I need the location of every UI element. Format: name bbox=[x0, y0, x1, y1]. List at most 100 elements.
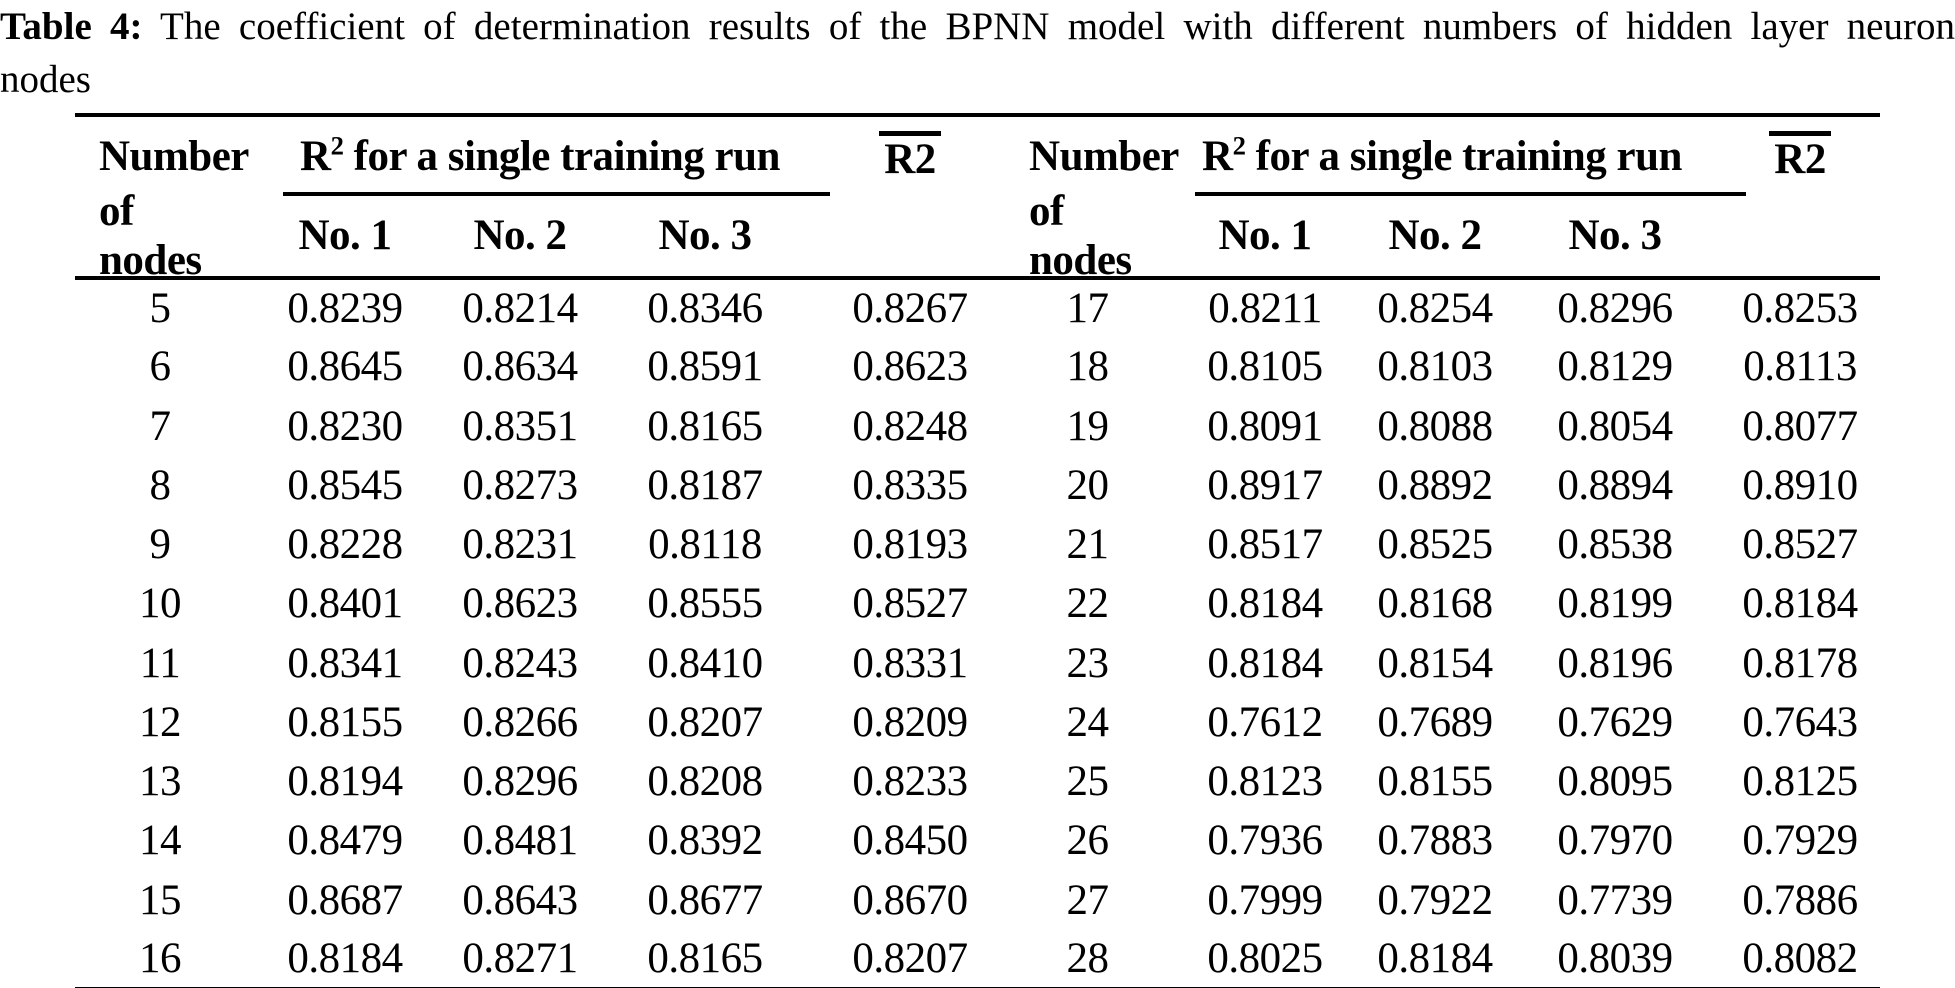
r2-run-value-cell: 0.8351 bbox=[462, 402, 578, 450]
node-count-cell: 9 bbox=[149, 521, 172, 569]
r2-run-value-cell: 0.8095 bbox=[1557, 758, 1673, 806]
node-count-cell: 24 bbox=[1066, 698, 1110, 746]
r2-run-value-cell: 0.8184 bbox=[287, 934, 403, 982]
r2-run-value-cell: 0.8194 bbox=[287, 758, 403, 806]
table-row: 6 0.8645 0.8634 0.8591 0.8623 18 0.8105 0.8103 0… bbox=[75, 337, 1880, 396]
table-row: 13 0.8194 0.8296 0.8208 0.8233 25 0.8123 0.8155… bbox=[75, 752, 1880, 811]
r2-mean-value-cell: 0.8335 bbox=[852, 461, 968, 509]
r2-run-value-cell: 0.8894 bbox=[1557, 461, 1673, 509]
r2-mean-value-cell: 0.8207 bbox=[852, 934, 968, 982]
r2-run-value-cell: 0.8254 bbox=[1377, 285, 1493, 333]
r2-run-value-cell: 0.8184 bbox=[1377, 934, 1493, 982]
r2-run-value-cell: 0.8165 bbox=[647, 934, 763, 982]
node-count-cell: 14 bbox=[139, 817, 182, 865]
r2-run-value-cell: 0.7629 bbox=[1557, 698, 1673, 746]
r2-mean-value-cell: 0.8248 bbox=[852, 402, 968, 450]
r2-run-value-cell: 0.7883 bbox=[1377, 817, 1493, 865]
node-count-cell: 15 bbox=[139, 876, 182, 924]
r2-run-value-cell: 0.8645 bbox=[287, 343, 403, 391]
table-body: 5 0.8239 0.8214 0.8346 0.8267 17 0.8211 0.8254 0… bbox=[75, 278, 1880, 988]
r2-run-value-cell: 0.8054 bbox=[1557, 402, 1673, 450]
node-count-cell: 17 bbox=[1066, 285, 1110, 333]
header-number-of-nodes-right-line2: of nodes bbox=[1029, 188, 1132, 284]
header-run-no-2-right: No. 2 bbox=[1360, 195, 1511, 281]
r2-run-value-cell: 0.8105 bbox=[1207, 343, 1323, 391]
r2-run-value-cell: 0.8165 bbox=[647, 402, 763, 450]
r2-run-value-cell: 0.8088 bbox=[1377, 402, 1493, 450]
r2-run-value-cell: 0.8538 bbox=[1557, 521, 1673, 569]
table-row: 11 0.8341 0.8243 0.8410 0.8331 23 0.8184 0.8154… bbox=[75, 634, 1880, 693]
header-r2-single-run-label-left: R2 for a single training run bbox=[300, 132, 780, 181]
node-count-cell: 16 bbox=[139, 934, 182, 982]
r2-run-value-cell: 0.8123 bbox=[1207, 758, 1323, 806]
r2-run-value-cell: 0.8243 bbox=[462, 639, 578, 687]
node-count-cell: 19 bbox=[1066, 402, 1110, 450]
r2-run-value-cell: 0.8207 bbox=[647, 698, 763, 746]
r2-run-value-cell: 0.7999 bbox=[1207, 876, 1323, 924]
r2-run-value-cell: 0.8555 bbox=[647, 580, 763, 628]
node-count-cell: 5 bbox=[149, 285, 172, 333]
r2-mean-value-cell: 0.8267 bbox=[852, 285, 968, 333]
r2-run-value-cell: 0.8208 bbox=[647, 758, 763, 806]
node-count-cell: 18 bbox=[1066, 343, 1110, 391]
table-row: 7 0.8230 0.8351 0.8165 0.8248 19 0.8091 0.8088 0… bbox=[75, 397, 1880, 456]
r2-mean-value-cell: 0.8670 bbox=[852, 876, 968, 924]
node-count-cell: 28 bbox=[1066, 934, 1110, 982]
table-row: 8 0.8545 0.8273 0.8187 0.8335 20 0.8917 0.8892 0… bbox=[75, 456, 1880, 515]
r2-run-value-cell: 0.8634 bbox=[462, 343, 578, 391]
results-table: Number of nodes R2 for a single training… bbox=[75, 113, 1881, 988]
header-r2-mean-right: R2 bbox=[1720, 115, 1881, 280]
r2-run-value-cell: 0.7936 bbox=[1207, 817, 1323, 865]
r2-mean-value-cell: 0.7643 bbox=[1742, 698, 1858, 746]
table-row: 14 0.8479 0.8481 0.8392 0.8450 26 0.7936 0.7883… bbox=[75, 811, 1880, 870]
r2-run-value-cell: 0.8184 bbox=[1207, 639, 1323, 687]
node-count-cell: 22 bbox=[1066, 580, 1110, 628]
r2-mean-symbol-right: R2 bbox=[1769, 130, 1831, 182]
node-count-cell: 26 bbox=[1066, 817, 1110, 865]
r2-mean-value-cell: 0.8623 bbox=[852, 343, 968, 391]
node-count-cell: 23 bbox=[1066, 639, 1110, 687]
r2-run-value-cell: 0.7689 bbox=[1377, 698, 1493, 746]
r2-run-value-cell: 0.7922 bbox=[1377, 876, 1493, 924]
table-row: 10 0.8401 0.8623 0.8555 0.8527 22 0.8184 0.8168… bbox=[75, 574, 1880, 633]
r2-run-value-cell: 0.8392 bbox=[647, 817, 763, 865]
r2-run-value-cell: 0.8231 bbox=[462, 521, 578, 569]
r2-mean-value-cell: 0.8527 bbox=[1742, 521, 1858, 569]
header-r2-single-run-label-right: R2 for a single training run bbox=[1202, 132, 1682, 181]
r2-superscript: 2 bbox=[1232, 130, 1246, 161]
r2-run-value-cell: 0.8025 bbox=[1207, 934, 1323, 982]
r2-run-value-cell: 0.8196 bbox=[1557, 639, 1673, 687]
table-row: 5 0.8239 0.8214 0.8346 0.8267 17 0.8211 0.8254 0… bbox=[75, 278, 1880, 337]
header-number-of-nodes-right: Number of nodes bbox=[1005, 115, 1179, 284]
r2-run-value-cell: 0.8677 bbox=[647, 876, 763, 924]
table-row: 15 0.8687 0.8643 0.8677 0.8670 27 0.7999 0.7922… bbox=[75, 871, 1880, 930]
r2-run-value-cell: 0.8525 bbox=[1377, 521, 1493, 569]
table-row: 9 0.8228 0.8231 0.8118 0.8193 21 0.8517 0.8525 0… bbox=[75, 515, 1880, 574]
r2-run-value-cell: 0.8892 bbox=[1377, 461, 1493, 509]
r2-run-value-cell: 0.8184 bbox=[1207, 580, 1323, 628]
table-row: 16 0.8184 0.8271 0.8165 0.8207 28 0.8025 0.8184… bbox=[75, 930, 1880, 988]
r2-mean-value-cell: 0.8184 bbox=[1742, 580, 1858, 628]
r2-run-value-cell: 0.8154 bbox=[1377, 639, 1493, 687]
table-caption-line2: nodes bbox=[0, 58, 91, 101]
node-count-cell: 8 bbox=[149, 461, 172, 509]
r2-mean-value-cell: 0.8178 bbox=[1742, 639, 1858, 687]
r2-run-value-cell: 0.8155 bbox=[1377, 758, 1493, 806]
r2-run-value-cell: 0.8129 bbox=[1557, 343, 1673, 391]
r2-run-value-cell: 0.8039 bbox=[1557, 934, 1673, 982]
r2-mean-value-cell: 0.8331 bbox=[852, 639, 968, 687]
node-count-cell: 25 bbox=[1066, 758, 1110, 806]
r2-mean-value-cell: 0.8910 bbox=[1742, 461, 1858, 509]
r2-run-value-cell: 0.7739 bbox=[1557, 876, 1673, 924]
r2-run-value-cell: 0.7612 bbox=[1207, 698, 1323, 746]
r2-run-value-cell: 0.8228 bbox=[287, 521, 403, 569]
r2-mean-value-cell: 0.8253 bbox=[1742, 285, 1858, 333]
r2-run-value-cell: 0.8091 bbox=[1207, 402, 1323, 450]
r2-mean-value-cell: 0.8209 bbox=[852, 698, 968, 746]
header-run-no-3-left: No. 3 bbox=[595, 195, 816, 281]
r2-mean-value-cell: 0.8527 bbox=[852, 580, 968, 628]
header-number-of-nodes-right-line1: Number bbox=[1029, 133, 1179, 180]
table-caption-text: The coefficient of determination results… bbox=[160, 5, 1955, 48]
r2-mean-value-cell: 0.8113 bbox=[1743, 343, 1857, 391]
r2-run-value-cell: 0.8917 bbox=[1207, 461, 1323, 509]
